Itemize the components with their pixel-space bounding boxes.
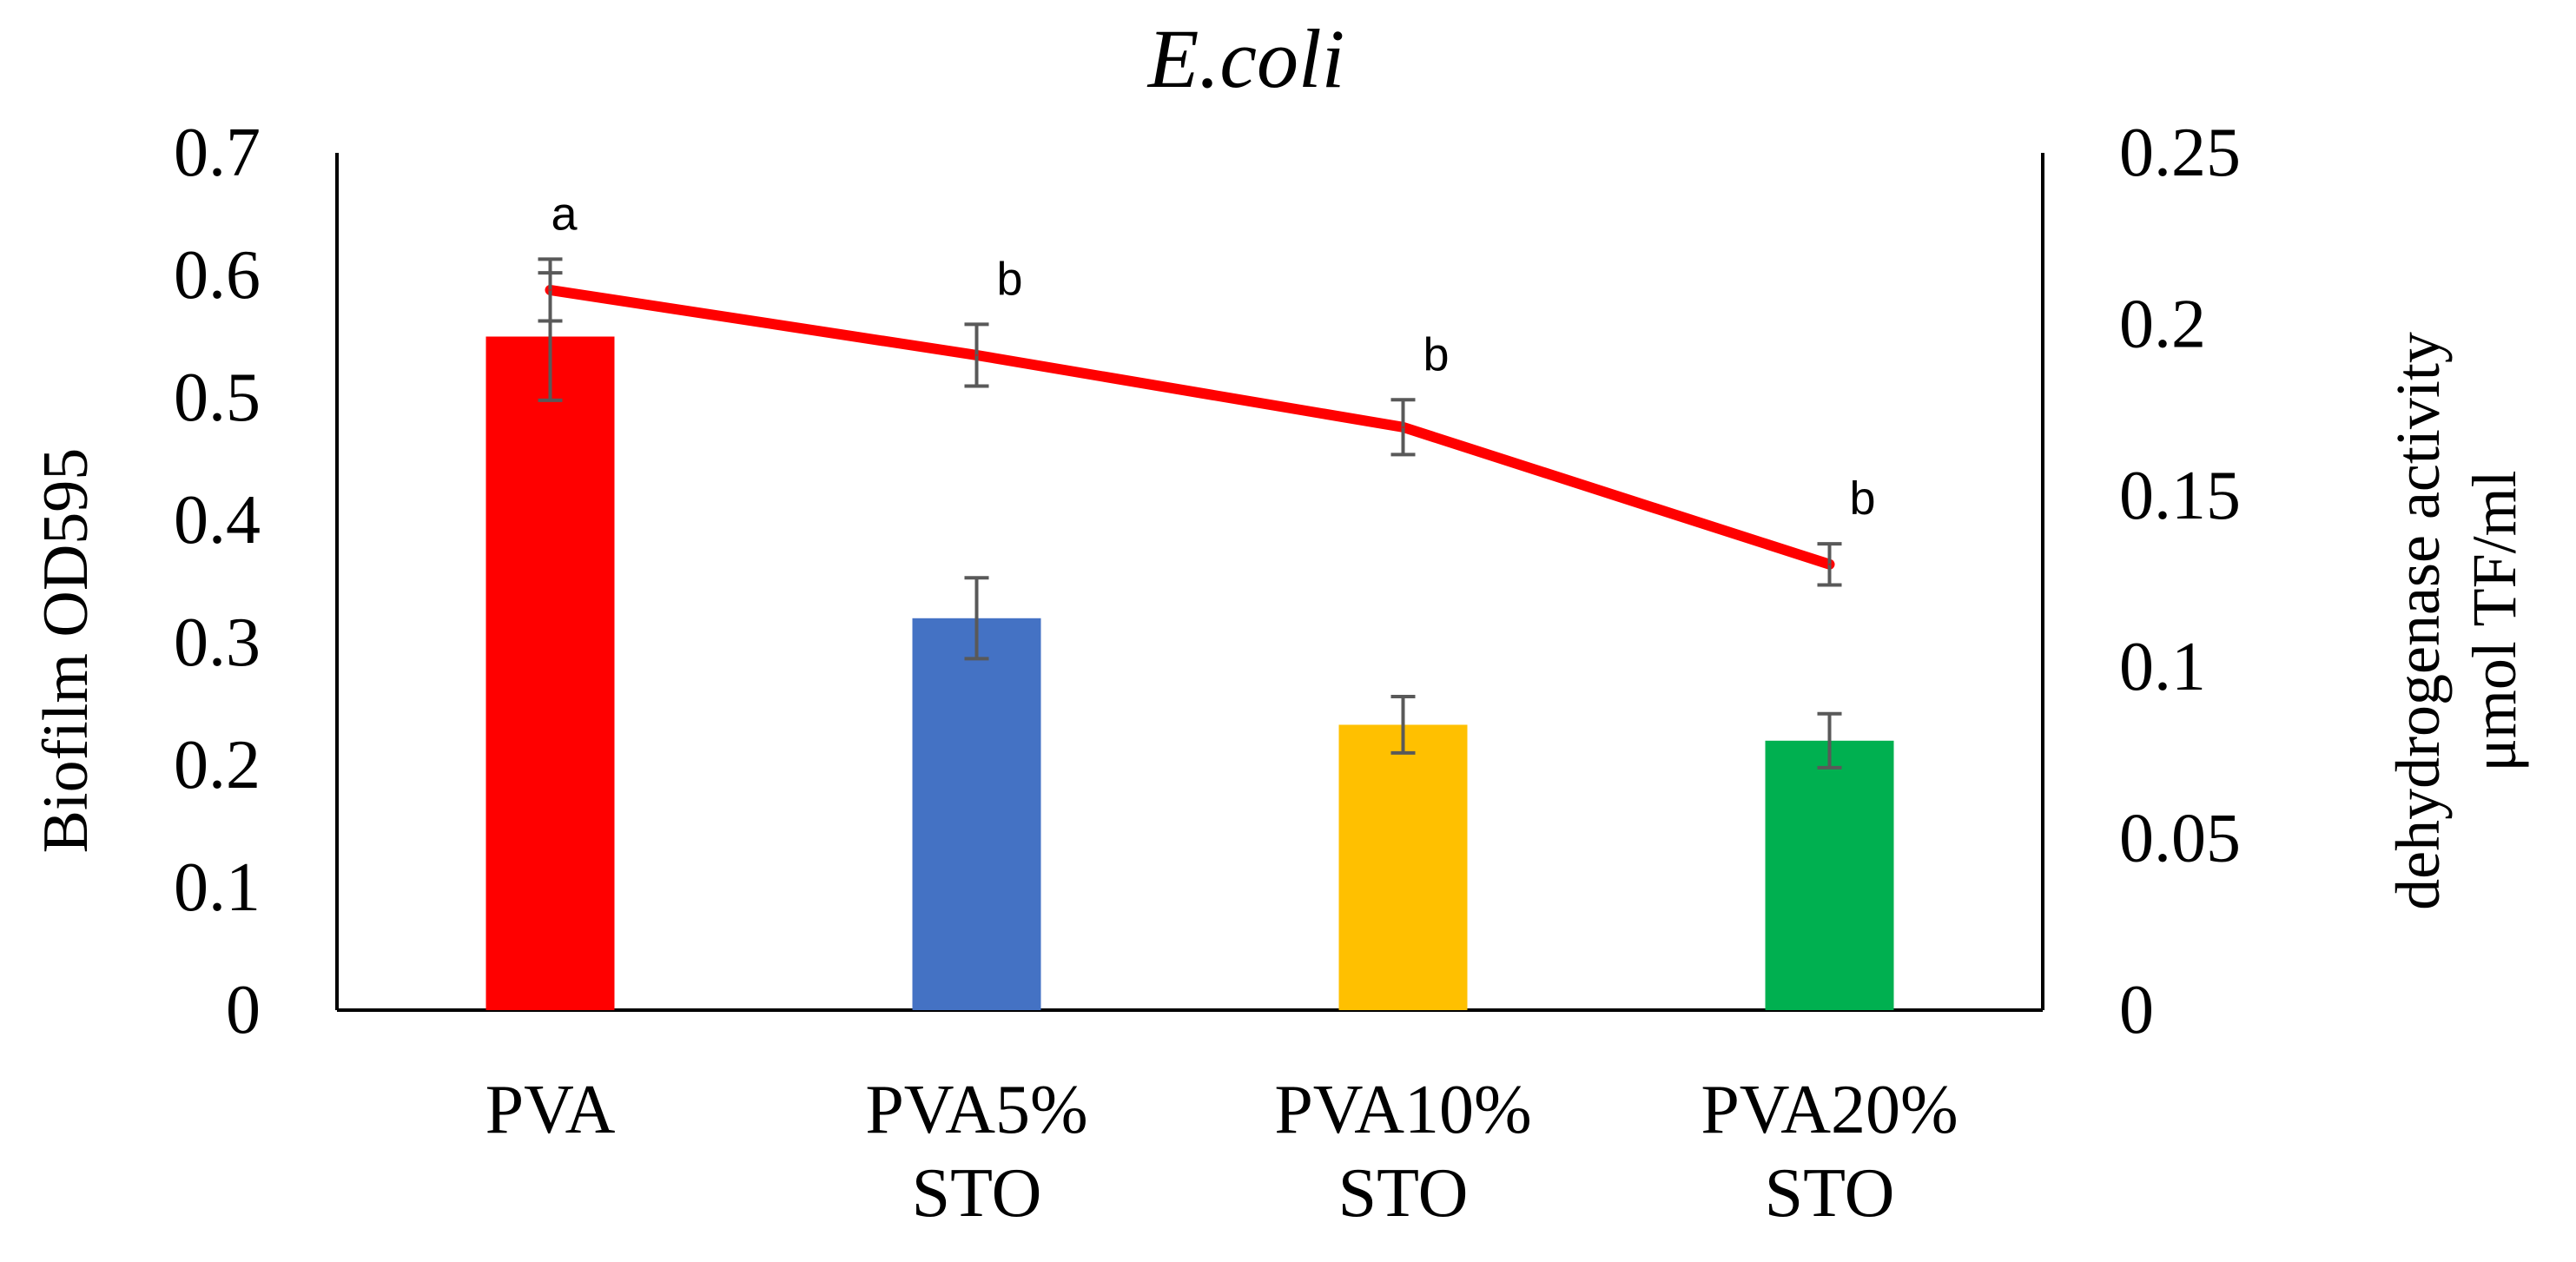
y-right-tick-label: 0.25: [2119, 115, 2241, 191]
chart-title: E.coli: [1146, 12, 1345, 105]
line-point: [1828, 563, 1831, 565]
x-tick-label: STO: [1765, 1155, 1895, 1232]
y-left-tick-label: 0.7: [174, 115, 261, 191]
y-left-tick-label: 0.6: [174, 237, 261, 314]
y-left-axis-label: Biofilm OD595: [30, 448, 102, 854]
bar: [485, 336, 615, 1010]
bars-group: [485, 336, 1894, 1010]
line-point: [975, 353, 978, 356]
right-tick-labels-group: 0 0.05 0.1 0.15 0.2 0.25: [2119, 115, 2241, 1048]
x-tick-label: PVA: [485, 1072, 616, 1148]
y-right-tick-label: 0.2: [2119, 286, 2206, 362]
y-right-tick-label: 0.15: [2119, 458, 2241, 534]
y-right-axis-label-line1: dehydrogenase activity: [2383, 332, 2453, 910]
y-left-tick-label: 0.4: [174, 482, 261, 558]
axes-group: [335, 153, 2044, 1012]
significance-label: b: [1423, 328, 1449, 380]
y-left-tick-label: 0.5: [174, 360, 261, 436]
line-series-path: [545, 284, 1835, 570]
significance-label: b: [996, 253, 1022, 305]
significance-label: b: [1849, 472, 1875, 525]
line-point: [549, 288, 552, 291]
bar-error-bars-group: [538, 271, 1842, 770]
x-tick-label: PVA5%: [865, 1072, 1087, 1148]
x-tick-label: STO: [1338, 1155, 1469, 1232]
y-left-tick-label: 0: [226, 972, 261, 1048]
line-point: [1402, 426, 1404, 428]
y-right-tick-label: 0.05: [2119, 801, 2241, 877]
left-tick-labels-group: 0 0.1 0.2 0.3 0.4 0.5 0.6 0.7: [174, 115, 261, 1048]
x-tick-label: PVA10%: [1274, 1072, 1531, 1148]
significance-label: a: [551, 188, 578, 240]
y-left-tick-label: 0.2: [174, 727, 261, 803]
bar: [1338, 724, 1468, 1010]
x-tick-label: STO: [912, 1155, 1042, 1232]
y-right-axis-label-line2: μmol TF/ml: [2460, 470, 2529, 771]
y-right-tick-label: 0.1: [2119, 629, 2206, 705]
y-left-tick-label: 0.1: [174, 849, 261, 926]
x-tick-label: PVA20%: [1701, 1072, 1958, 1148]
bar: [1765, 740, 1894, 1010]
y-right-tick-label: 0: [2119, 972, 2154, 1048]
y-left-tick-label: 0.3: [174, 605, 261, 681]
line-series-group: a b b b: [538, 188, 1876, 587]
bar: [912, 618, 1041, 1010]
